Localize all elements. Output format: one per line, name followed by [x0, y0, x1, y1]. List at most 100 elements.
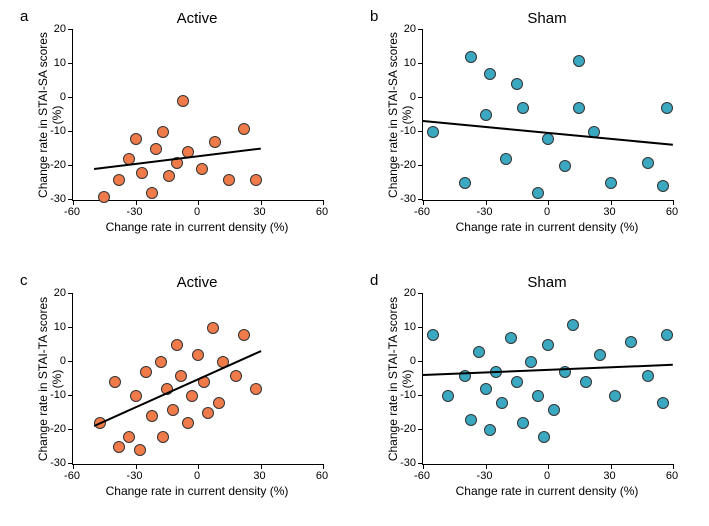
- xtick: [548, 464, 549, 469]
- ytick: [68, 199, 73, 200]
- xtick: [486, 464, 487, 469]
- xtick: [486, 200, 487, 205]
- data-point: [473, 346, 485, 358]
- ytick: [68, 293, 73, 294]
- xlabel-d: Change rate in current density (%): [422, 484, 672, 498]
- trend-line-c: [94, 350, 261, 426]
- panel-title-d: Sham: [422, 274, 672, 291]
- data-point: [661, 102, 673, 114]
- ytick: [68, 29, 73, 30]
- xtick: [611, 464, 612, 469]
- data-point: [209, 136, 221, 148]
- data-point: [517, 417, 529, 429]
- plot-d: [422, 294, 673, 465]
- data-point: [177, 95, 189, 107]
- xtick-label: -30: [125, 206, 145, 218]
- xtick: [261, 464, 262, 469]
- data-point: [250, 383, 262, 395]
- panel-label-a: a: [20, 8, 28, 25]
- data-point: [625, 336, 637, 348]
- ytick: [418, 463, 423, 464]
- xtick: [323, 200, 324, 205]
- xtick: [136, 464, 137, 469]
- data-point: [130, 390, 142, 402]
- data-point: [484, 68, 496, 80]
- data-point: [442, 390, 454, 402]
- data-point: [542, 133, 554, 145]
- ytick: [418, 327, 423, 328]
- data-point: [505, 332, 517, 344]
- xtick: [548, 200, 549, 205]
- data-point: [171, 339, 183, 351]
- data-point: [548, 404, 560, 416]
- xtick: [423, 464, 424, 469]
- data-point: [238, 329, 250, 341]
- xtick-label: 60: [662, 470, 682, 482]
- ylabel-b: Change rate in STAI-SA scores (%): [386, 30, 414, 200]
- data-point: [642, 157, 654, 169]
- data-point: [186, 390, 198, 402]
- data-point: [196, 163, 208, 175]
- data-point: [163, 170, 175, 182]
- data-point: [465, 414, 477, 426]
- ylabel-c: Change rate in STAI-TA scores (%): [36, 294, 64, 464]
- ytick: [68, 463, 73, 464]
- data-point: [517, 102, 529, 114]
- data-point: [175, 370, 187, 382]
- ytick: [68, 131, 73, 132]
- xtick: [673, 200, 674, 205]
- data-point: [542, 339, 554, 351]
- xtick-label: -60: [62, 470, 82, 482]
- xtick-label: 60: [312, 206, 332, 218]
- plot-b: [422, 30, 673, 201]
- data-point: [155, 356, 167, 368]
- xlabel-a: Change rate in current density (%): [72, 220, 322, 234]
- ytick: [418, 199, 423, 200]
- data-point: [459, 177, 471, 189]
- data-point: [134, 444, 146, 456]
- xtick-label: 60: [312, 470, 332, 482]
- ytick: [68, 429, 73, 430]
- panel-title-a: Active: [72, 10, 322, 27]
- data-point: [157, 126, 169, 138]
- data-point: [167, 404, 179, 416]
- data-point: [207, 322, 219, 334]
- xtick: [423, 200, 424, 205]
- xtick: [323, 464, 324, 469]
- panel-title-c: Active: [72, 274, 322, 291]
- data-point: [567, 319, 579, 331]
- ytick: [418, 63, 423, 64]
- data-point: [573, 55, 585, 67]
- xtick-label: -60: [62, 206, 82, 218]
- data-point: [480, 109, 492, 121]
- xtick: [73, 200, 74, 205]
- data-point: [150, 143, 162, 155]
- xtick-label: 0: [537, 470, 557, 482]
- data-point: [484, 424, 496, 436]
- data-point: [525, 356, 537, 368]
- data-point: [500, 153, 512, 165]
- ytick: [418, 293, 423, 294]
- plot-c: [72, 294, 323, 465]
- ylabel-a: Change rate in STAI-SA scores (%): [36, 30, 64, 200]
- data-point: [146, 187, 158, 199]
- ytick: [68, 395, 73, 396]
- data-point: [192, 349, 204, 361]
- data-point: [113, 174, 125, 186]
- ytick: [418, 29, 423, 30]
- xtick-label: 0: [187, 470, 207, 482]
- data-point: [532, 390, 544, 402]
- xtick-label: -60: [412, 470, 432, 482]
- data-point: [465, 51, 477, 63]
- panel-label-c: c: [20, 272, 28, 289]
- xlabel-c: Change rate in current density (%): [72, 484, 322, 498]
- xtick-label: -30: [475, 206, 495, 218]
- xtick-label: -60: [412, 206, 432, 218]
- ytick: [68, 361, 73, 362]
- xtick: [73, 464, 74, 469]
- xtick-label: -30: [475, 470, 495, 482]
- data-point: [580, 376, 592, 388]
- ytick: [418, 429, 423, 430]
- ytick: [418, 395, 423, 396]
- panel-label-b: b: [370, 8, 378, 25]
